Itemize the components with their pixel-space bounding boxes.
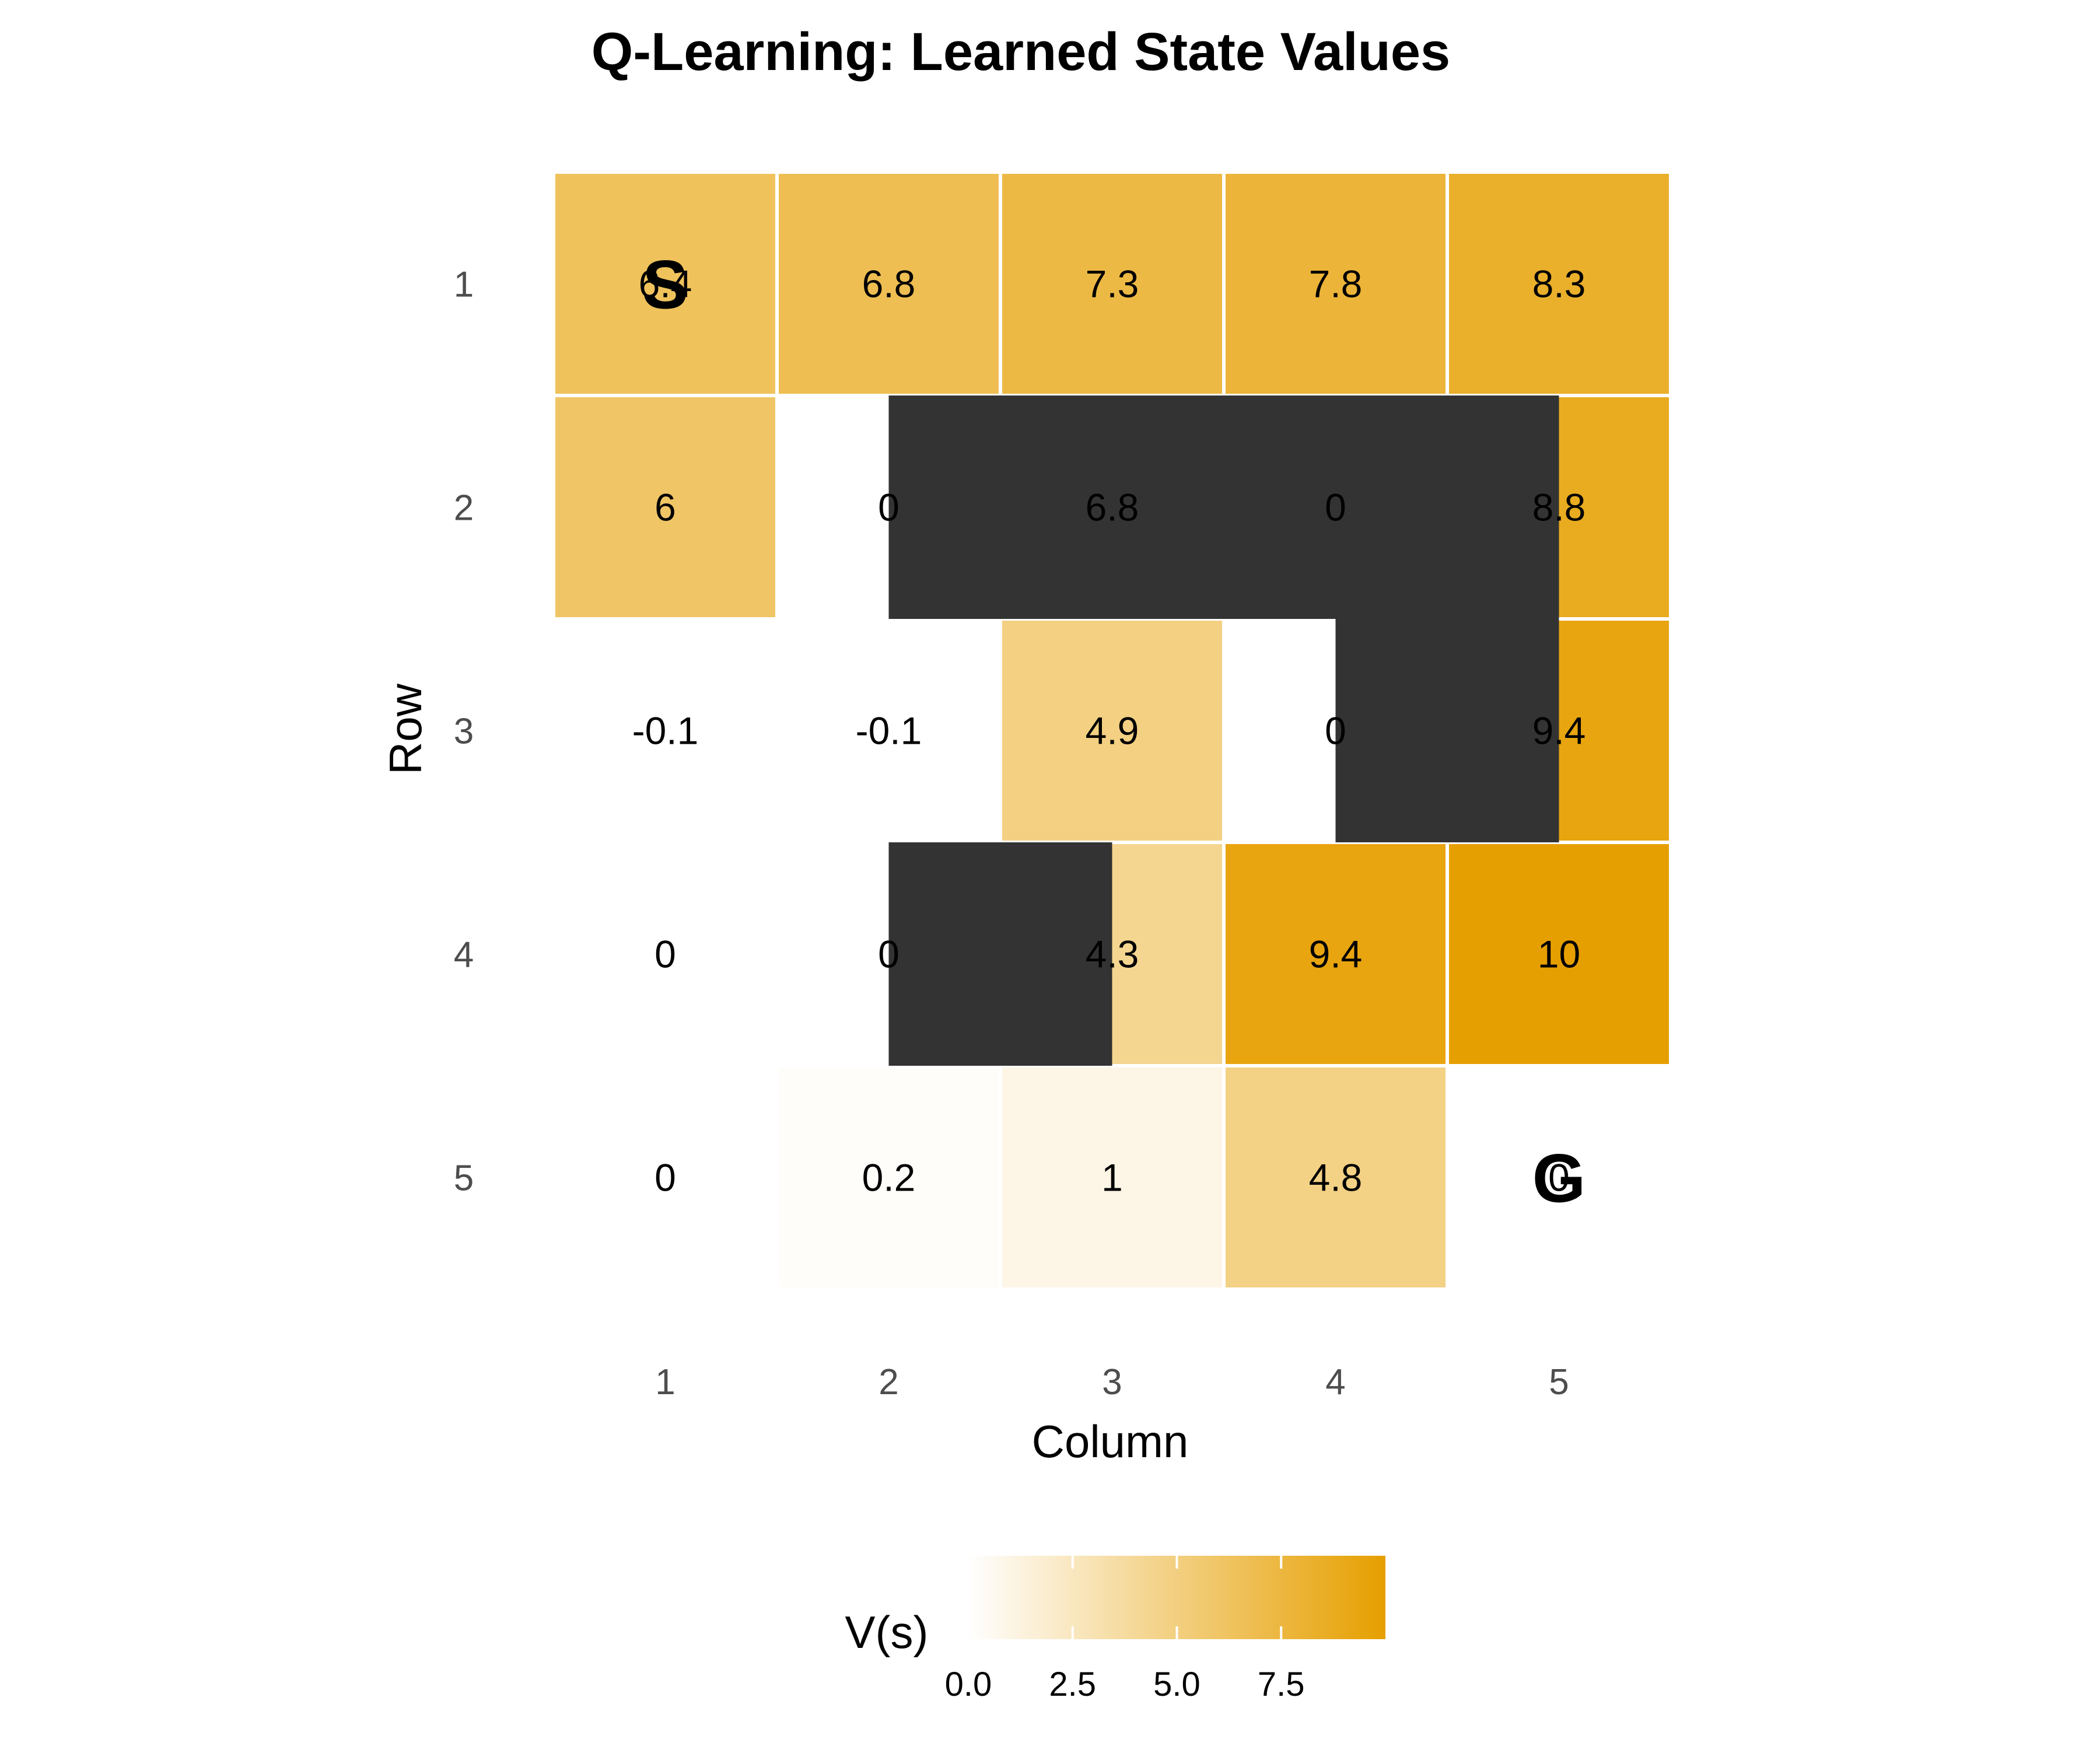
legend-ticks: 0.0 2.5 5.0 7.5 — [945, 1556, 1305, 1703]
x-tick-label: 2 — [878, 1362, 898, 1402]
legend-tick-label: 2.5 — [1049, 1665, 1096, 1703]
x-axis-ticks: 1 2 3 4 5 — [655, 1362, 1569, 1402]
cell-value-label: 0 — [878, 933, 900, 976]
cell-value-label: 6.8 — [862, 262, 916, 306]
chart-title: Q-Learning: Learned State Values — [592, 22, 1450, 82]
cell-value-label: 8.8 — [1532, 486, 1586, 529]
cell-value-label: 9.4 — [1309, 933, 1363, 976]
cell-value-label: 6.8 — [1086, 486, 1139, 529]
cell-value-label: 0 — [1325, 709, 1346, 752]
wall-block — [888, 842, 1112, 1066]
wall-block — [888, 396, 1559, 619]
cell-value-label: 4.8 — [1309, 1156, 1363, 1199]
heatmap-cell — [552, 170, 779, 397]
cell-value-label: 0 — [1548, 1156, 1570, 1199]
cell-value-label: 0.2 — [862, 1156, 916, 1199]
heatmap-cell — [552, 394, 779, 621]
cell-value-label: 6 — [654, 486, 676, 529]
y-axis-ticks: 1 2 3 4 5 — [454, 265, 474, 1199]
wall-block — [1335, 619, 1559, 842]
cell-value-label: 0 — [654, 933, 676, 976]
cell-value-label: 7.8 — [1309, 262, 1363, 306]
cell-value-label: 0 — [878, 486, 900, 529]
heatmap-cell — [999, 1064, 1226, 1291]
heatmap-cell — [1446, 1064, 1672, 1291]
heatmap-cell — [1446, 841, 1672, 1068]
legend-tick-label: 0.0 — [945, 1665, 992, 1703]
legend-colorbar — [968, 1556, 1385, 1639]
cell-value-label: -0.1 — [856, 709, 922, 752]
walls-layer — [888, 396, 1559, 1066]
heatmap-cell — [1222, 841, 1449, 1068]
markers-layer: SG — [642, 247, 1586, 1217]
heatmap-cell — [775, 617, 1002, 844]
legend-tick-label: 5.0 — [1153, 1665, 1200, 1703]
x-tick-label: 5 — [1549, 1362, 1569, 1402]
heatmap-cell — [999, 170, 1226, 397]
cell-value-label: 1 — [1101, 1156, 1123, 1199]
heatmap-cell — [552, 841, 779, 1068]
y-tick-label: 5 — [454, 1158, 474, 1199]
cell-value-label: 4.9 — [1086, 709, 1139, 752]
y-tick-label: 4 — [454, 935, 474, 975]
y-tick-label: 3 — [454, 712, 474, 752]
y-tick-label: 2 — [454, 488, 474, 528]
cell-value-label: 4.3 — [1086, 933, 1139, 976]
x-tick-label: 4 — [1325, 1362, 1345, 1402]
heatmap-cell — [1222, 170, 1449, 397]
value-labels-layer: 6.4 6.8 7.3 7.8 8.3 6 0 6.8 0 8.8 -0.1 -0.1 4.9 0 9.4 0… — [632, 262, 1586, 1199]
y-axis-title: Row — [380, 683, 431, 775]
y-tick-label: 1 — [454, 265, 474, 305]
x-tick-label: 3 — [1102, 1362, 1122, 1402]
cell-value-label: 10 — [1538, 933, 1580, 976]
cell-value-label: 9.4 — [1532, 709, 1586, 752]
cell-value-label: 8.3 — [1532, 262, 1586, 306]
cell-value-label: 0 — [1325, 486, 1346, 529]
start-marker: S — [642, 247, 688, 324]
x-tick-label: 1 — [655, 1362, 675, 1402]
goal-marker: G — [1532, 1140, 1586, 1217]
cell-value-label: 6.4 — [639, 262, 692, 306]
heatmap-cell — [552, 1064, 779, 1291]
legend-tick-label: 7.5 — [1258, 1665, 1305, 1703]
cell-value-label: 7.3 — [1086, 262, 1139, 306]
heatmap-cell — [775, 170, 1002, 397]
x-axis-title: Column — [1032, 1416, 1189, 1467]
legend-title: V(s) — [845, 1606, 929, 1658]
cell-value-label: 0 — [654, 1156, 676, 1199]
cell-value-label: -0.1 — [632, 709, 699, 752]
color-legend: V(s) 0.0 2.5 5.0 7.5 — [845, 1556, 1385, 1703]
